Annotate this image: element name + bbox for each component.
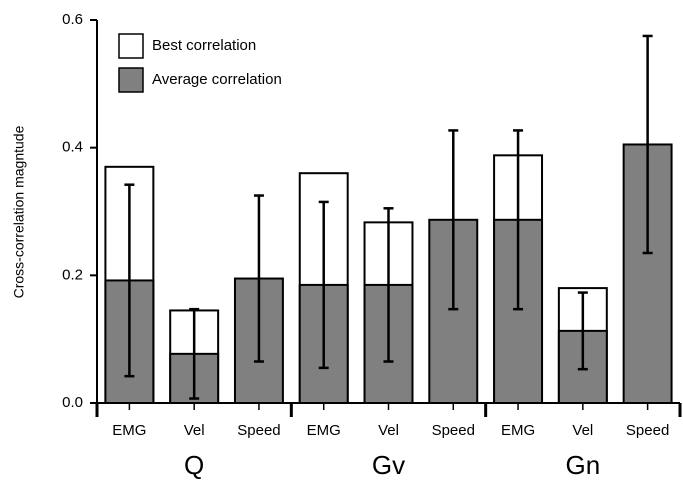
y-tick-label: 0.2: [62, 266, 83, 283]
y-tick-label: 0.0: [62, 394, 83, 411]
x-tick-label: Speed: [237, 422, 280, 439]
x-tick-label: Vel: [572, 422, 593, 439]
x-tick-label: Vel: [184, 422, 205, 439]
x-tick-label: EMG: [501, 422, 535, 439]
legend-label: Average correlation: [152, 71, 282, 88]
x-tick-label: Speed: [432, 422, 475, 439]
x-tick-label: EMG: [307, 422, 341, 439]
legend-swatch: [118, 33, 144, 59]
group-label: Gv: [372, 450, 405, 480]
group-label: Q: [184, 450, 204, 480]
x-tick-label: Vel: [378, 422, 399, 439]
x-tick-label: Speed: [626, 422, 669, 439]
group-label: Gn: [565, 450, 600, 480]
legend-swatch: [118, 67, 144, 93]
y-tick-label: 0.4: [62, 139, 83, 156]
legend-label: Best correlation: [152, 37, 256, 54]
y-axis-label: Cross-correlation magntude: [11, 125, 27, 298]
y-tick-label: 0.6: [62, 11, 83, 28]
x-tick-label: EMG: [112, 422, 146, 439]
